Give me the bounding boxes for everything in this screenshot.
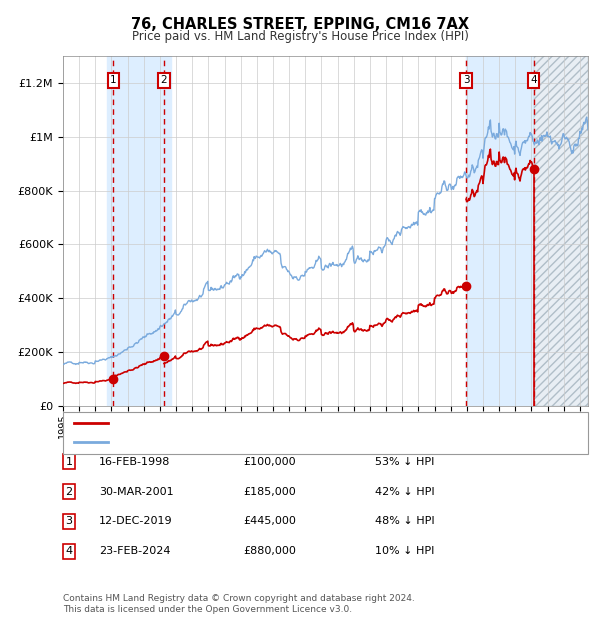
Text: Price paid vs. HM Land Registry's House Price Index (HPI): Price paid vs. HM Land Registry's House … <box>131 30 469 43</box>
Text: 42% ↓ HPI: 42% ↓ HPI <box>375 487 434 497</box>
Text: 76, CHARLES STREET, EPPING, CM16 7AX: 76, CHARLES STREET, EPPING, CM16 7AX <box>131 17 469 32</box>
Text: 1: 1 <box>65 457 73 467</box>
Text: 16-FEB-1998: 16-FEB-1998 <box>99 457 170 467</box>
Text: 53% ↓ HPI: 53% ↓ HPI <box>375 457 434 467</box>
Text: 48% ↓ HPI: 48% ↓ HPI <box>375 516 434 526</box>
Text: 4: 4 <box>65 546 73 556</box>
Text: 4: 4 <box>530 75 537 86</box>
Text: £100,000: £100,000 <box>243 457 296 467</box>
Text: 12-DEC-2019: 12-DEC-2019 <box>99 516 173 526</box>
Text: 2: 2 <box>161 75 167 86</box>
Bar <box>466 56 534 406</box>
Text: HPI: Average price, detached house, Epping Forest: HPI: Average price, detached house, Eppi… <box>114 438 378 448</box>
Text: 1: 1 <box>110 75 117 86</box>
Text: £445,000: £445,000 <box>243 516 296 526</box>
Text: Contains HM Land Registry data © Crown copyright and database right 2024.
This d: Contains HM Land Registry data © Crown c… <box>63 595 415 614</box>
Text: 10% ↓ HPI: 10% ↓ HPI <box>375 546 434 556</box>
Text: 2: 2 <box>65 487 73 497</box>
Text: 30-MAR-2001: 30-MAR-2001 <box>99 487 173 497</box>
Bar <box>534 56 588 406</box>
Text: 76, CHARLES STREET, EPPING, CM16 7AX (detached house): 76, CHARLES STREET, EPPING, CM16 7AX (de… <box>114 418 424 428</box>
Text: 23-FEB-2024: 23-FEB-2024 <box>99 546 170 556</box>
Text: 3: 3 <box>65 516 73 526</box>
Text: £880,000: £880,000 <box>243 546 296 556</box>
Bar <box>107 56 171 406</box>
Text: 3: 3 <box>463 75 469 86</box>
Text: £185,000: £185,000 <box>243 487 296 497</box>
